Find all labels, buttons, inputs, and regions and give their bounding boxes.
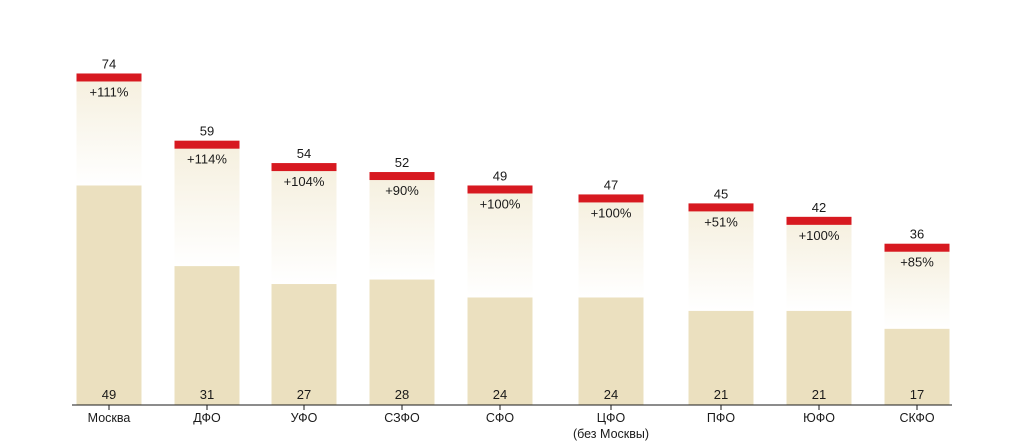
category-label: ЦФО	[597, 411, 626, 425]
category-label: Москва	[88, 411, 131, 425]
growth-label: +100%	[591, 205, 632, 220]
base-bar	[578, 297, 644, 405]
category-label: ПФО	[707, 411, 735, 425]
base-value-label: 31	[200, 387, 214, 402]
base-bar	[884, 328, 950, 405]
total-value-label: 49	[493, 168, 507, 183]
total-value-label: 52	[395, 155, 409, 170]
base-bar	[786, 310, 852, 405]
growth-label: +111%	[90, 84, 129, 99]
base-bar	[369, 279, 435, 405]
increment-bar	[369, 172, 435, 280]
base-value-label: 17	[910, 387, 924, 402]
total-value-label: 36	[910, 227, 924, 242]
category-label: СФО	[486, 411, 515, 425]
base-value-label: 49	[102, 387, 116, 402]
base-value-label: 21	[714, 387, 728, 402]
category-label: ДФО	[193, 411, 221, 425]
total-value-label: 47	[604, 177, 618, 192]
cap-bar	[884, 243, 950, 252]
base-value-label: 21	[812, 387, 826, 402]
growth-label: +90%	[385, 183, 419, 198]
base-value-label: 24	[493, 387, 507, 402]
increment-bar	[76, 73, 142, 186]
increment-bar	[884, 243, 950, 329]
increment-bar	[467, 185, 533, 298]
increment-bar	[688, 203, 754, 311]
base-bar	[76, 185, 142, 405]
base-bar	[271, 284, 337, 405]
cap-bar	[688, 203, 754, 212]
growth-label: +100%	[799, 228, 840, 243]
growth-label: +51%	[704, 214, 738, 229]
category-label: СЗФО	[384, 411, 420, 425]
base-bar	[174, 266, 240, 405]
increment-bar	[786, 216, 852, 311]
category-sublabel: (без Москвы)	[573, 427, 649, 441]
cap-bar	[467, 185, 533, 194]
base-value-label: 27	[297, 387, 311, 402]
base-bar	[467, 297, 533, 405]
category-label: УФО	[291, 411, 318, 425]
cap-bar	[369, 172, 435, 181]
base-bar	[688, 310, 754, 405]
total-value-label: 54	[297, 146, 311, 161]
growth-label: +85%	[900, 255, 934, 270]
total-value-label: 42	[812, 200, 826, 215]
base-value-label: 28	[395, 387, 409, 402]
increment-bar	[578, 194, 644, 298]
increment-bar	[174, 140, 240, 267]
cap-bar	[76, 73, 142, 82]
total-value-label: 45	[714, 186, 728, 201]
growth-label: +104%	[284, 174, 325, 189]
cap-bar	[174, 140, 240, 149]
growth-label: +100%	[480, 196, 521, 211]
base-value-label: 24	[604, 387, 618, 402]
category-label: ЮФО	[803, 411, 835, 425]
cap-bar	[271, 163, 337, 172]
cap-bar	[578, 194, 644, 203]
cap-bar	[786, 216, 852, 225]
category-label: СКФО	[899, 411, 934, 425]
increment-bar	[271, 163, 337, 285]
total-value-label: 59	[200, 124, 214, 139]
total-value-label: 74	[102, 56, 116, 71]
growth-label: +114%	[187, 152, 227, 167]
